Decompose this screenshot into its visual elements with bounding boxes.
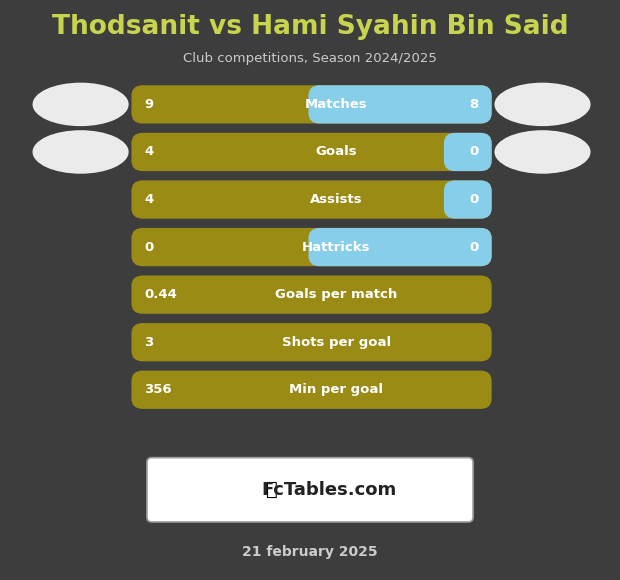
FancyBboxPatch shape xyxy=(131,85,492,124)
Text: 4: 4 xyxy=(144,193,154,206)
FancyBboxPatch shape xyxy=(131,323,492,361)
Text: Assists: Assists xyxy=(310,193,363,206)
Ellipse shape xyxy=(495,130,590,173)
FancyBboxPatch shape xyxy=(131,133,492,171)
FancyBboxPatch shape xyxy=(131,180,492,219)
Text: 356: 356 xyxy=(144,383,172,396)
FancyBboxPatch shape xyxy=(309,228,492,266)
FancyBboxPatch shape xyxy=(147,458,473,522)
Text: 0: 0 xyxy=(144,241,154,253)
Text: 4: 4 xyxy=(144,146,154,158)
Text: 0: 0 xyxy=(469,146,479,158)
Text: Club competitions, Season 2024/2025: Club competitions, Season 2024/2025 xyxy=(183,52,437,65)
Text: Shots per goal: Shots per goal xyxy=(281,336,391,349)
Ellipse shape xyxy=(33,82,129,126)
Text: 📊: 📊 xyxy=(266,480,278,499)
Text: 0: 0 xyxy=(469,193,479,206)
Text: Hattricks: Hattricks xyxy=(302,241,371,253)
Text: Min per goal: Min per goal xyxy=(290,383,383,396)
Text: Goals per match: Goals per match xyxy=(275,288,397,301)
Ellipse shape xyxy=(495,82,590,126)
Text: 8: 8 xyxy=(469,98,479,111)
FancyBboxPatch shape xyxy=(444,133,492,171)
Text: 0: 0 xyxy=(469,241,479,253)
Text: 21 february 2025: 21 february 2025 xyxy=(242,545,378,559)
Text: 0.44: 0.44 xyxy=(144,288,177,301)
FancyBboxPatch shape xyxy=(131,371,492,409)
Text: Thodsanit vs Hami Syahin Bin Said: Thodsanit vs Hami Syahin Bin Said xyxy=(51,14,569,41)
FancyBboxPatch shape xyxy=(131,228,492,266)
FancyBboxPatch shape xyxy=(309,85,492,124)
Text: 3: 3 xyxy=(144,336,154,349)
Text: Goals: Goals xyxy=(316,146,357,158)
FancyBboxPatch shape xyxy=(444,180,492,219)
Ellipse shape xyxy=(33,130,129,173)
Text: 9: 9 xyxy=(144,98,154,111)
FancyBboxPatch shape xyxy=(131,276,492,314)
Text: Matches: Matches xyxy=(305,98,368,111)
Text: FcTables.com: FcTables.com xyxy=(262,481,397,499)
